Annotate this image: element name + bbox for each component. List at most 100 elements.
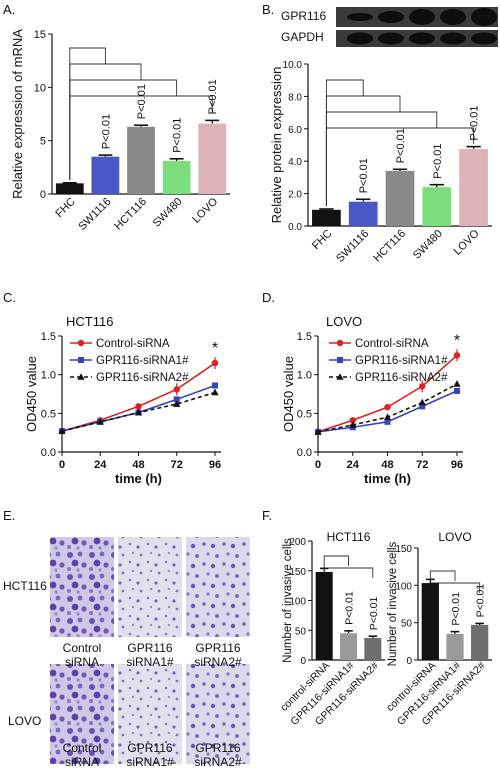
micrograph-lovo-control — [50, 664, 114, 764]
legend-label: Control-siRNA — [96, 338, 170, 350]
bar — [385, 170, 415, 226]
bar — [315, 571, 333, 660]
bar — [422, 187, 452, 226]
micrograph-column-label: siRNA2# — [194, 755, 242, 769]
y-tick-label: 0.0 — [41, 447, 56, 459]
micrograph-row-label-hct116: HCT116 — [3, 579, 47, 593]
y-tick-label: 2.0 — [288, 190, 302, 201]
blot-band-gpr116 — [471, 8, 497, 26]
y-axis-label: OD450 value — [281, 356, 296, 432]
bar — [459, 149, 488, 226]
significance-bracket — [323, 555, 349, 566]
blot-band-gapdh — [440, 32, 466, 45]
bar — [364, 637, 382, 660]
data-point — [419, 403, 426, 410]
category-label: FHC — [53, 196, 78, 221]
x-tick-label: 72 — [171, 459, 183, 471]
data-point — [454, 387, 460, 394]
p-value-label: P<0.01 — [344, 591, 356, 625]
category-label: HCT116 — [371, 228, 408, 265]
data-point — [58, 427, 66, 434]
micrograph-column-label: siRNA1# — [126, 755, 174, 769]
y-axis-label: OD450 value — [24, 356, 39, 432]
y-axis-label: Relative protein expression — [269, 67, 284, 224]
category-label: HCT116 — [112, 196, 149, 233]
blot-band-gapdh — [347, 32, 373, 45]
y-tick-label: 0.0 — [288, 222, 302, 233]
blot-band-gpr116 — [347, 13, 373, 21]
micrograph-column-label: Control — [63, 641, 102, 655]
blot-label-gapdh: GAPDH — [281, 30, 324, 44]
category-label: LOVO — [452, 227, 482, 257]
micrograph-lovo-sirna2 — [186, 664, 250, 764]
category-label: SW1116 — [334, 228, 371, 265]
blot-band-gapdh — [409, 32, 435, 45]
bar — [471, 624, 489, 660]
data-point — [336, 339, 344, 347]
data-point — [96, 418, 104, 425]
micrograph-hct116-sirna2 — [186, 537, 250, 637]
y-tick-label: 150 — [395, 544, 412, 555]
y-tick-label: 0.5 — [297, 408, 312, 420]
data-point — [173, 396, 180, 403]
data-point — [336, 373, 344, 380]
y-tick-label: 100 — [289, 597, 306, 608]
data-point — [77, 373, 85, 380]
significance-asterisk: * — [454, 332, 460, 349]
p-value-label: P<0.01 — [469, 105, 481, 140]
x-tick-label: 0 — [315, 459, 321, 471]
panel-letter-e: E. — [3, 508, 15, 523]
x-tick-label: 0 — [59, 459, 65, 471]
data-point — [384, 418, 391, 425]
p-value-label: P<0.01 — [395, 128, 407, 163]
data-point — [211, 359, 219, 367]
data-point — [314, 428, 322, 435]
chart-title: HCT116 — [327, 530, 371, 544]
panel-letter-d: D. — [262, 290, 275, 305]
legend-label: GPR116-siRNA1# — [96, 355, 189, 367]
micrograph-column-label: GPR116 — [127, 741, 172, 755]
micrograph-hct116-control — [50, 537, 114, 637]
y-tick-label: 10 — [34, 82, 46, 94]
p-value-label: P<0.01 — [100, 114, 112, 149]
y-tick-label: 100 — [395, 581, 412, 592]
bar — [348, 201, 378, 226]
x-tick-label: 96 — [209, 459, 221, 471]
y-tick-label: 4.0 — [288, 157, 302, 168]
data-point — [173, 400, 181, 407]
y-tick-label: 50 — [401, 619, 413, 630]
micrograph-column-label: siRNA2# — [194, 655, 242, 669]
legend-label: GPR116-siRNA1# — [355, 355, 448, 367]
x-axis-label: time (h) — [364, 471, 411, 486]
significance-bracket — [325, 111, 438, 206]
bar — [339, 633, 358, 660]
x-tick-label: 72 — [416, 459, 428, 471]
micrograph-column-label: siRNA — [65, 655, 99, 669]
chart-title: HCT116 — [66, 314, 113, 329]
bar — [198, 123, 227, 194]
y-tick-label: 1.5 — [297, 331, 312, 343]
significance-bracket — [325, 127, 475, 206]
micrograph-column-label: siRNA — [65, 755, 99, 769]
y-tick-label: 10.0 — [283, 60, 303, 71]
significance-asterisk: * — [212, 340, 218, 357]
p-value-label: P<0.01 — [475, 584, 487, 618]
micrograph-column-label: GPR116 — [195, 641, 240, 655]
data-point — [78, 357, 84, 363]
micrograph-column-label: siRNA1# — [126, 655, 174, 669]
micrograph-column-label: Control — [63, 741, 102, 755]
data-point — [453, 352, 461, 359]
panel-letter-b: B. — [262, 2, 274, 17]
data-point — [418, 398, 426, 406]
y-tick-label: 1.5 — [41, 331, 56, 343]
y-tick-label: 0 — [406, 656, 412, 667]
x-tick-label: 24 — [347, 459, 360, 471]
invasion-micrographs: HCT116 LOVO ControlsiRNAGPR116siRNA1#GPR… — [3, 537, 250, 769]
x-tick-label: 48 — [132, 459, 144, 471]
bar — [162, 160, 191, 194]
category-label: SW1116 — [76, 196, 113, 233]
y-tick-label: 150 — [289, 567, 306, 578]
